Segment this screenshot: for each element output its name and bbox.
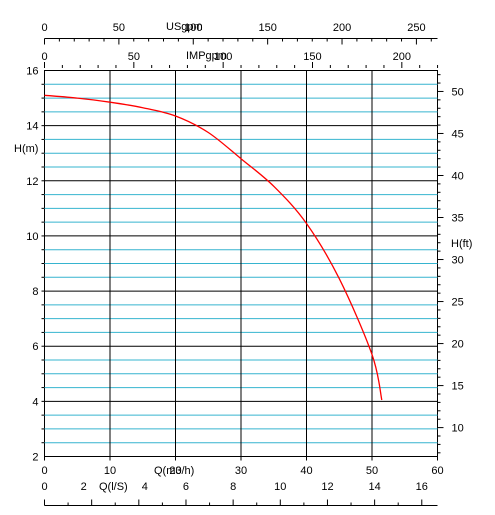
x-top-imp-tick-label: 150 [303,51,321,63]
y-right-tick-label: 40 [452,170,464,182]
y-left-tick-label: 2 [32,452,38,464]
x-top-imp-tick-label: 50 [128,51,140,63]
x-bottom-ls-tick-label: 2 [81,481,87,493]
x-top-us-tick-label: 150 [258,22,276,34]
y-left-title: H(m) [14,143,38,155]
x-bottom-ls-title: Q(l/S) [99,481,128,493]
y-right-tick-label: 45 [452,128,464,140]
x-bottom-m3h-tick-label: 20 [169,465,181,477]
x-top-us-tick-label: 100 [184,22,202,34]
x-top-imp-tick-label: 200 [393,51,411,63]
x-bottom-ls-tick-label: 8 [230,481,236,493]
y-left-tick-label: 8 [32,286,38,298]
y-left-tick-label: 16 [26,66,38,78]
x-top-us-title: USgpm [166,21,203,33]
x-bottom-m3h-title: Q(m3/h) [154,465,194,477]
y-right-tick-label: 15 [452,381,464,393]
x-top-imp-tick-label: 0 [41,51,47,63]
x-bottom-ls-tick-label: 0 [41,481,47,493]
y-right-title: H(ft) [451,238,472,250]
y-right-tick-label: 30 [452,255,464,267]
y-right-tick-label: 35 [452,213,464,225]
left-axis: 2 4 6 8 10 12 14 16 [26,66,45,464]
y-left-tick-label: 12 [26,176,38,188]
major-gridlines [44,70,438,457]
x-top-imp-title: IMPgpm [186,50,227,62]
y-left-tick-label: 14 [26,121,38,133]
x-bottom-ls-tick-label: 6 [183,481,189,493]
x-bottom-m3h-tick-label: 0 [41,465,47,477]
x-top-imp-tick-label: 100 [214,51,232,63]
x-bottom-m3h-tick-label: 60 [431,465,443,477]
x-bottom-m3h-tick-label: 40 [300,465,312,477]
y-right-tick-label: 20 [452,339,464,351]
y-left-tick-label: 10 [26,231,38,243]
x-bottom-ls-tick-label: 12 [321,481,333,493]
x-bottom-ls-tick-label: 14 [368,481,380,493]
top-axes: 0 50 100 150 200 250 0 50 100 150 200 [41,22,439,68]
y-right-tick-label: 25 [452,297,464,309]
x-bottom-ls-tick-label: 16 [416,481,428,493]
x-top-us-tick-label: 250 [407,22,425,34]
x-bottom-m3h-tick-label: 30 [235,465,247,477]
right-axis: 10 15 20 25 30 35 40 45 50 [437,74,464,454]
x-bottom-ls-tick-label: 4 [142,481,148,493]
x-bottom-m3h-tick-label: 50 [366,465,378,477]
y-left-tick-label: 6 [32,341,38,353]
x-bottom-m3h-tick-label: 10 [104,465,116,477]
y-right-tick-label: 50 [452,86,464,98]
y-right-tick-label: 10 [452,423,464,435]
x-top-us-tick-label: 0 [41,22,47,34]
bottom-axes: 0 10 20 30 40 50 60 0 2 4 6 8 10 12 14 16 [41,456,444,506]
x-top-us-tick-label: 50 [113,22,125,34]
x-top-us-tick-label: 200 [333,22,351,34]
head-flow-curve [44,94,383,401]
y-left-tick-label: 4 [32,396,38,408]
x-bottom-ls-tick-label: 10 [274,481,286,493]
